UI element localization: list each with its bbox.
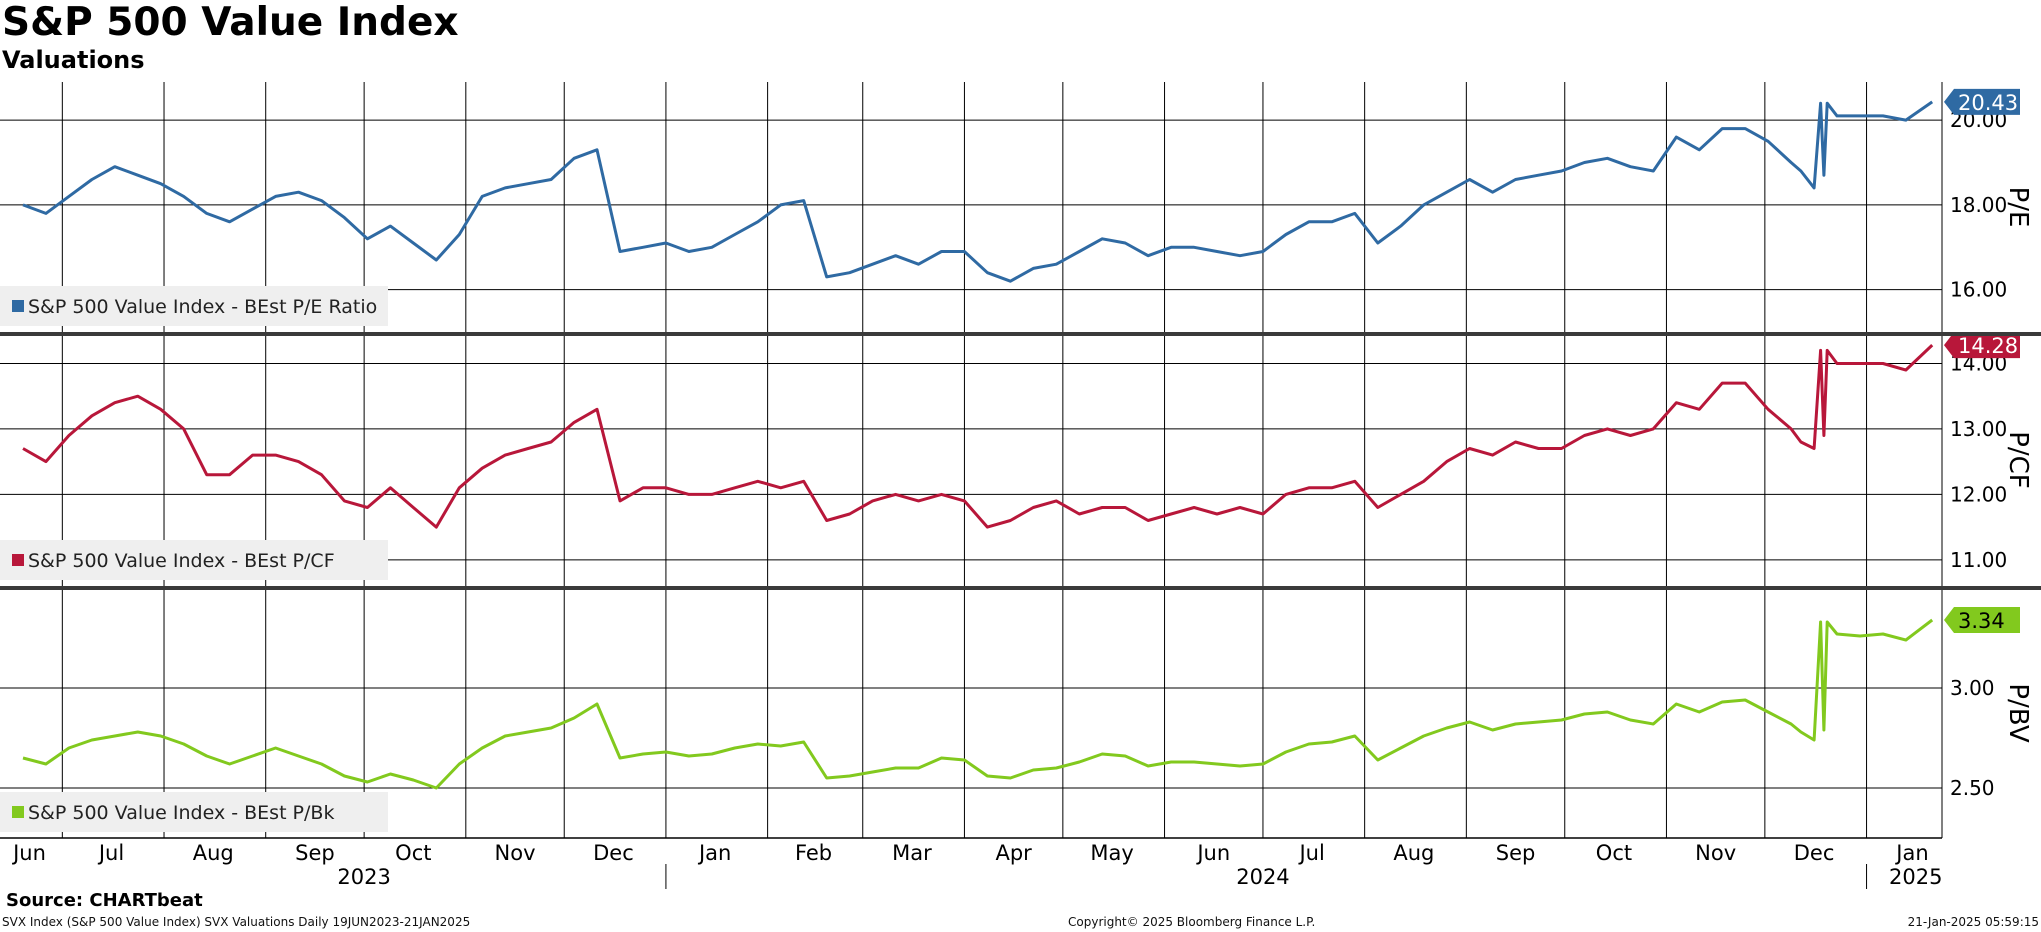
x-month-label: Jun bbox=[1195, 841, 1230, 865]
y-tick-label: 3.00 bbox=[1950, 676, 1995, 700]
x-month-label: Jul bbox=[97, 841, 124, 865]
legend-box bbox=[0, 286, 388, 326]
x-year-label: 2025 bbox=[1889, 865, 1942, 889]
x-month-label: Aug bbox=[193, 841, 234, 865]
last-value-flag bbox=[1944, 332, 2020, 359]
x-year-label: 2023 bbox=[337, 865, 390, 889]
y-tick-label: 2.50 bbox=[1950, 776, 1995, 800]
legend-label: S&P 500 Value Index - BEst P/CF bbox=[28, 550, 335, 572]
x-month-label: Sep bbox=[295, 841, 335, 865]
footer-copyright: Copyright© 2025 Bloomberg Finance L.P. bbox=[1068, 915, 1316, 929]
y-tick-label: 18.00 bbox=[1950, 193, 2007, 217]
x-month-label: Feb bbox=[795, 841, 832, 865]
panel-separator bbox=[0, 586, 2041, 590]
y-tick-label: 11.00 bbox=[1950, 548, 2007, 572]
x-month-label: Nov bbox=[495, 841, 536, 865]
series-line bbox=[22, 618, 1934, 790]
legend-box bbox=[0, 540, 388, 580]
x-month-label: Jul bbox=[1297, 841, 1324, 865]
footer-index-info: SVX Index (S&P 500 Value Index) SVX Valu… bbox=[2, 915, 471, 929]
x-month-label: Nov bbox=[1695, 841, 1736, 865]
panel-separator bbox=[0, 332, 2041, 336]
y-axis-label: P/CF bbox=[2003, 431, 2033, 489]
legend-box bbox=[0, 792, 388, 832]
y-tick-label: 13.00 bbox=[1950, 417, 2007, 441]
chart-subtitle: Valuations bbox=[2, 46, 145, 74]
last-value-flag bbox=[1944, 607, 2020, 633]
legend-label: S&P 500 Value Index - BEst P/E Ratio bbox=[28, 296, 377, 318]
y-tick-label: 12.00 bbox=[1950, 482, 2007, 506]
y-axis-label: P/BV bbox=[2003, 683, 2033, 742]
y-tick-label: 16.00 bbox=[1950, 278, 2007, 302]
x-month-label: Aug bbox=[1393, 841, 1434, 865]
last-value-label: 20.43 bbox=[1958, 91, 2018, 115]
x-year-label: 2024 bbox=[1236, 865, 1289, 889]
legend-label: S&P 500 Value Index - BEst P/Bk bbox=[28, 802, 334, 824]
x-month-label: May bbox=[1090, 841, 1133, 865]
legend-swatch bbox=[12, 554, 24, 566]
legend-swatch bbox=[12, 300, 24, 312]
series-line bbox=[22, 344, 1934, 529]
footer-timestamp: 21-Jan-2025 05:59:15 bbox=[1907, 915, 2039, 929]
x-month-label: Dec bbox=[1794, 841, 1835, 865]
last-value-label: 3.34 bbox=[1958, 609, 2005, 633]
y-axis-label: P/E bbox=[2003, 187, 2033, 228]
x-month-label: Dec bbox=[593, 841, 634, 865]
x-month-label: Jan bbox=[1894, 841, 1928, 865]
last-value-label: 14.28 bbox=[1958, 334, 2018, 358]
x-month-label: Jun bbox=[11, 841, 46, 865]
x-month-label: Jan bbox=[697, 841, 731, 865]
chart-title: S&P 500 Value Index bbox=[2, 0, 459, 45]
x-month-label: Sep bbox=[1496, 841, 1536, 865]
legend-swatch bbox=[12, 806, 24, 818]
x-month-label: Oct bbox=[395, 841, 431, 865]
source-note: Source: CHARTbeat bbox=[6, 890, 203, 911]
x-month-label: Apr bbox=[995, 841, 1032, 865]
last-value-flag bbox=[1944, 88, 2020, 115]
x-month-label: Oct bbox=[1596, 841, 1632, 865]
x-month-label: Mar bbox=[892, 841, 932, 865]
series-line bbox=[22, 100, 1934, 283]
